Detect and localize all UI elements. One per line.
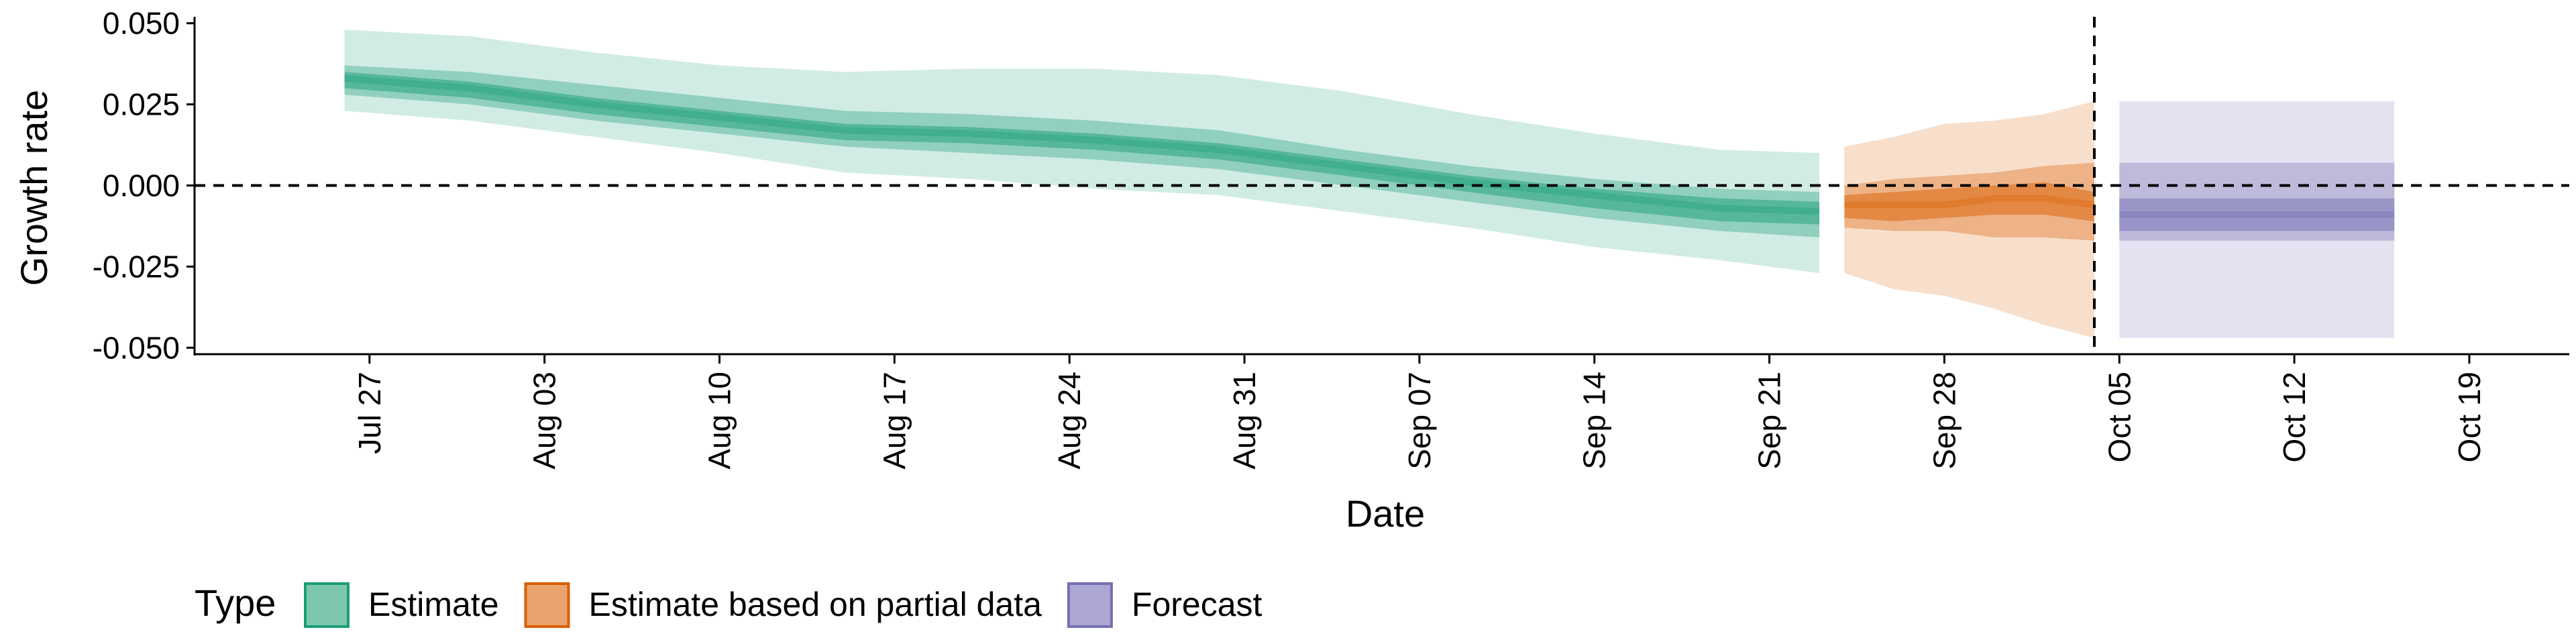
x-tick-label: Sep 21 xyxy=(1752,372,1787,470)
ribbon-mid-estimate xyxy=(344,65,1820,237)
median-line-estimate xyxy=(344,74,1820,215)
x-tick-label: Oct 19 xyxy=(2452,372,2487,463)
x-tick-label: Aug 17 xyxy=(877,372,912,470)
x-tick-label: Aug 31 xyxy=(1227,372,1262,470)
x-tick-label: Oct 05 xyxy=(2102,372,2137,463)
y-tick-label: 0.025 xyxy=(103,87,180,122)
x-tick-label: Aug 24 xyxy=(1052,372,1087,470)
y-axis-title: Growth rate xyxy=(13,90,55,286)
x-axis-title: Date xyxy=(1346,492,1425,535)
ribbon-outer-estimate-based-on-partial-data xyxy=(1844,101,2094,338)
median-line-estimate-based-on-partial-data xyxy=(1844,195,2095,209)
y-tick-label: 0.000 xyxy=(103,168,180,203)
legend-label: Forecast xyxy=(1132,586,1263,623)
x-ticks: Jul 27 Aug 03 Aug 10 Aug 17 Aug 24 Aug 31 Sep … xyxy=(352,354,2487,470)
x-tick-label: Sep 14 xyxy=(1577,372,1612,470)
x-tick-label: Sep 07 xyxy=(1402,372,1437,470)
ribbon-inner-estimate xyxy=(344,72,1820,225)
legend-label: Estimate xyxy=(368,586,499,623)
y-tick-label: -0.050 xyxy=(93,330,180,365)
ribbon-outer-estimate xyxy=(344,30,1820,274)
legend-swatch xyxy=(524,582,570,628)
ribbons-layer xyxy=(344,30,2395,338)
x-tick-label: Oct 12 xyxy=(2277,372,2312,463)
x-tick-label: Aug 03 xyxy=(527,372,562,470)
legend-title: Type xyxy=(195,582,276,624)
x-tick-label: Aug 10 xyxy=(702,372,737,470)
legend-swatch xyxy=(304,582,350,628)
y-ticks: -0.050 -0.025 0.000 0.025 0.050 xyxy=(93,6,195,365)
legend: Type Estimate Estimate based on partial d… xyxy=(195,582,1263,628)
x-tick-label: Jul 27 xyxy=(352,372,387,454)
legend-items: Estimate Estimate based on partial data Fo… xyxy=(304,582,1263,628)
ribbon-inner-forecast xyxy=(2119,198,2395,231)
x-tick-label: Sep 28 xyxy=(1927,372,1962,470)
y-tick-label: -0.025 xyxy=(93,249,180,284)
legend-label: Estimate based on partial data xyxy=(589,586,1042,623)
legend-swatch xyxy=(1067,582,1113,628)
reference-lines xyxy=(195,17,2569,354)
ribbon-inner-estimate-based-on-partial-data xyxy=(1844,182,2094,221)
y-tick-label: 0.050 xyxy=(103,6,180,41)
